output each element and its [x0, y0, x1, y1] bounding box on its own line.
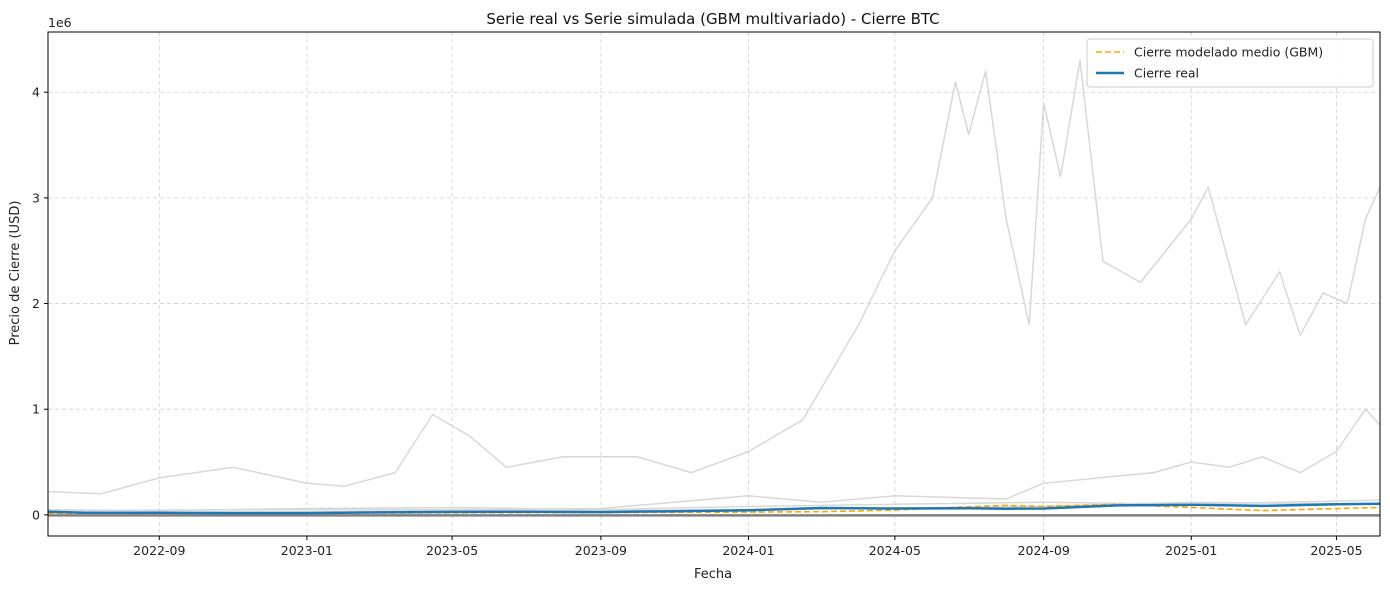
simulation-path	[47, 59, 1381, 495]
x-axis: 2022-09 2023-01 2023-05 2023-09 2024-01 2024-…	[133, 536, 1363, 558]
y-axis: 0 1 2 3 4	[32, 85, 48, 522]
x-tick-label: 2023-05	[426, 543, 478, 558]
simulation-path	[47, 408, 1381, 512]
grid	[48, 32, 1380, 536]
chart-title: Serie real vs Serie simulada (GBM multiv…	[486, 10, 939, 28]
y-tick-label: 2	[32, 296, 40, 311]
real-close-line	[47, 502, 1381, 515]
legend-label: Cierre modelado medio (GBM)	[1134, 45, 1323, 60]
y-offset-label: 1e6	[48, 15, 72, 30]
x-tick-label: 2024-09	[1018, 543, 1070, 558]
x-tick-label: 2025-05	[1310, 543, 1362, 558]
simulation-lines	[47, 59, 1381, 514]
x-tick-label: 2022-09	[133, 543, 185, 558]
x-tick-label: 2023-01	[281, 543, 333, 558]
y-axis-label: Precio de Cierre (USD)	[8, 201, 23, 346]
y-tick-label: 1	[32, 402, 40, 417]
x-tick-label: 2025-01	[1165, 543, 1217, 558]
x-tick-label: 2023-09	[575, 543, 627, 558]
x-tick-label: 2024-05	[869, 543, 921, 558]
x-tick-label: 2024-01	[722, 543, 774, 558]
y-tick-label: 4	[32, 85, 40, 100]
simulation-path	[47, 499, 1381, 512]
legend-label: Cierre real	[1134, 66, 1199, 81]
y-tick-label: 3	[32, 190, 40, 205]
legend-box	[1086, 38, 1374, 88]
plot-frame	[47, 31, 1381, 537]
y-tick-label: 0	[32, 507, 40, 522]
x-axis-label: Fecha	[694, 567, 732, 582]
legend: Cierre modelado medio (GBM) Cierre real	[1086, 38, 1374, 88]
series-lines	[47, 502, 1381, 515]
